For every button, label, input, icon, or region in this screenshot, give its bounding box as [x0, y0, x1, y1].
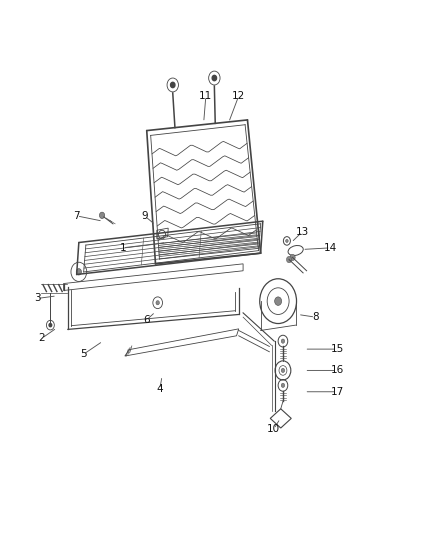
Text: 15: 15: [331, 344, 344, 354]
Circle shape: [275, 297, 282, 305]
Text: 10: 10: [267, 424, 280, 434]
Circle shape: [49, 324, 52, 327]
Text: 7: 7: [73, 211, 80, 221]
Text: 2: 2: [38, 334, 45, 343]
Text: 16: 16: [331, 366, 344, 375]
Text: 11: 11: [199, 91, 212, 101]
Text: 4: 4: [156, 384, 163, 394]
Circle shape: [99, 212, 105, 219]
Text: 1: 1: [119, 243, 126, 253]
Circle shape: [281, 368, 285, 373]
Circle shape: [212, 75, 216, 80]
Text: 6: 6: [143, 315, 150, 325]
Circle shape: [170, 82, 175, 87]
Circle shape: [281, 383, 285, 387]
Circle shape: [286, 256, 292, 263]
Circle shape: [156, 301, 159, 305]
Text: 13: 13: [296, 227, 309, 237]
Circle shape: [281, 339, 285, 343]
Text: 8: 8: [312, 312, 319, 322]
Text: 9: 9: [141, 211, 148, 221]
Circle shape: [290, 254, 295, 261]
Text: 12: 12: [232, 91, 245, 101]
Circle shape: [286, 239, 288, 243]
Text: 3: 3: [34, 294, 41, 303]
Text: 5: 5: [80, 350, 87, 359]
Text: 14: 14: [324, 243, 337, 253]
Circle shape: [76, 269, 81, 275]
Text: 17: 17: [331, 387, 344, 397]
